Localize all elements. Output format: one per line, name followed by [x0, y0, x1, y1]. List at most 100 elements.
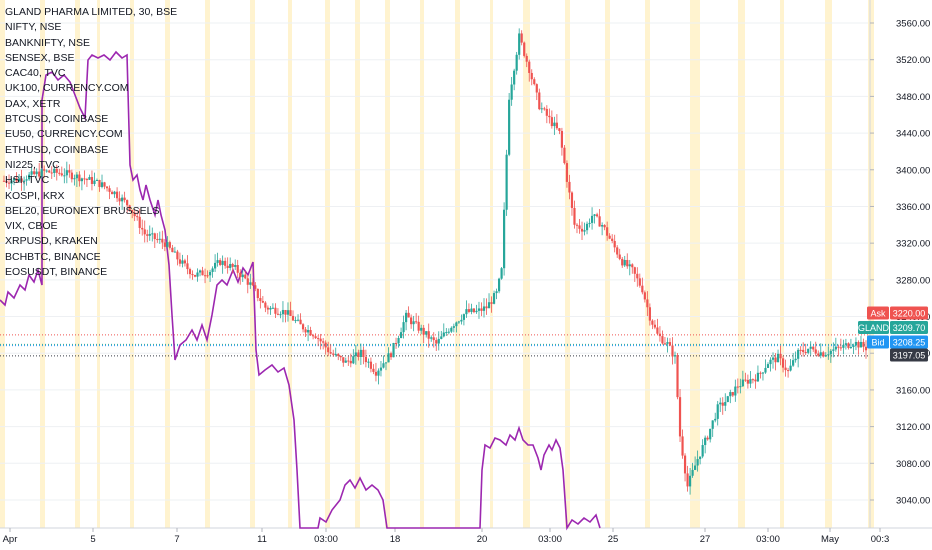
session-band [97, 0, 100, 528]
candle-body [73, 178, 76, 180]
candle-body [769, 359, 772, 365]
candle-body [156, 239, 159, 241]
candle-body [839, 347, 842, 349]
candle-body [410, 317, 413, 325]
candle-body [151, 233, 154, 235]
x-tick-label: 7 [174, 534, 179, 545]
candle-body [844, 343, 847, 345]
candle-body [384, 362, 388, 364]
candle-body [108, 188, 111, 192]
compare-symbol: KOSPI, KRX [5, 189, 65, 202]
candle-body [309, 330, 312, 336]
candle-body [797, 349, 800, 359]
session-band [130, 0, 134, 528]
candle-body [864, 346, 868, 351]
candle-body [425, 331, 428, 335]
candle-body [807, 348, 810, 353]
candle-body [616, 247, 619, 255]
candle-body [50, 172, 53, 174]
candle-body [118, 198, 121, 202]
candle-body [286, 310, 290, 315]
candle-body [289, 310, 292, 316]
ask-tag-label: Ask [870, 309, 886, 319]
candle-body [688, 475, 692, 487]
candle-body [229, 263, 232, 268]
candle-body [138, 216, 141, 228]
candle-body [158, 238, 161, 240]
candle-body [445, 332, 448, 334]
candle-body [219, 260, 222, 265]
candle-body [731, 392, 734, 396]
candle-body [651, 320, 654, 325]
candle-body [224, 260, 227, 266]
session-band [645, 0, 650, 528]
session-band [780, 0, 784, 528]
cursor-value: 3197.05 [893, 351, 926, 361]
candle-body [382, 363, 385, 368]
candle-body [264, 302, 267, 308]
candle-body [246, 278, 249, 285]
candle-body [261, 300, 264, 303]
candle-body [719, 402, 722, 405]
y-tick-label: 3120.00 [896, 422, 930, 433]
candle-body [510, 84, 513, 100]
candle-body [25, 179, 28, 181]
candle-body [653, 324, 656, 328]
candle-body [78, 174, 81, 182]
candle-body [153, 233, 156, 240]
candle-body [628, 264, 631, 267]
candle-body [126, 200, 129, 206]
candle-body [236, 265, 239, 273]
y-tick-label: 3360.00 [896, 202, 930, 213]
candle-body [555, 122, 558, 129]
candle-body [80, 178, 84, 182]
y-tick-label: 3040.00 [896, 496, 930, 507]
candle-body [231, 263, 234, 267]
candle-body [736, 386, 739, 388]
candle-body [741, 379, 744, 387]
candle-body [739, 386, 742, 388]
candle-body [766, 364, 770, 368]
candle-body [306, 330, 310, 333]
candle-body [827, 354, 830, 356]
candle-body [314, 336, 317, 339]
candle-body [93, 180, 96, 184]
candle-body [812, 346, 815, 350]
candle-body [799, 349, 802, 351]
ask-value-bg [890, 306, 928, 320]
x-tick-label: 00:3 [871, 534, 890, 545]
candle-body [239, 272, 242, 278]
candle-body [163, 242, 166, 247]
candle-body [540, 108, 543, 110]
candle-body [40, 169, 43, 177]
x-tick-label: 11 [257, 534, 267, 545]
candle-body [221, 260, 224, 265]
candle-body [211, 268, 214, 272]
candle-body [198, 270, 202, 273]
candle-body [852, 345, 855, 347]
candle-body [296, 319, 300, 321]
candle-body [407, 312, 410, 318]
session-band [420, 0, 424, 528]
candle-body [646, 299, 649, 308]
candle-body [372, 368, 375, 372]
candle-body [173, 251, 176, 253]
compare-symbol: BANKNIFTY, NSE [5, 36, 90, 49]
candle-body [337, 353, 340, 356]
candle-body [613, 240, 616, 248]
compare-symbol: BTCUSD, COINBASE [5, 113, 109, 126]
candle-body [374, 371, 378, 376]
y-tick-label: 3400.00 [896, 165, 930, 176]
y-tick-label: 3440.00 [896, 129, 930, 140]
candle-body [214, 262, 217, 269]
candle-body [58, 172, 61, 174]
candle-body [95, 179, 99, 181]
candle-body [724, 401, 727, 406]
candle-body [241, 274, 244, 278]
candle-body [814, 349, 817, 354]
candle-body [563, 147, 566, 164]
candle-body [70, 172, 73, 180]
candle-body [404, 312, 408, 323]
